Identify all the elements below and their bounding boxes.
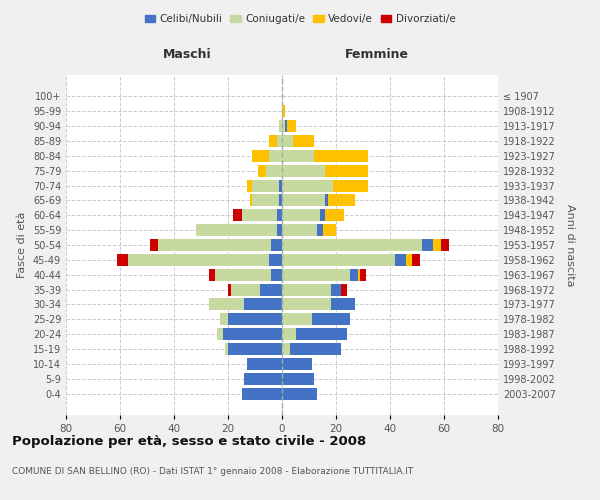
Bar: [217, 328, 223, 340]
Bar: [244, 373, 282, 384]
Bar: [233, 210, 241, 221]
Bar: [320, 210, 325, 221]
Bar: [341, 284, 347, 296]
Bar: [422, 239, 433, 251]
Text: Popolazione per età, sesso e stato civile - 2008: Popolazione per età, sesso e stato civil…: [12, 435, 366, 448]
Bar: [149, 239, 158, 251]
Bar: [349, 269, 358, 280]
Bar: [282, 284, 331, 296]
Bar: [323, 224, 336, 236]
Y-axis label: Fasce di età: Fasce di età: [17, 212, 27, 278]
Bar: [282, 254, 395, 266]
Bar: [282, 328, 296, 340]
Bar: [282, 135, 293, 147]
Bar: [158, 239, 271, 251]
Bar: [128, 254, 269, 266]
Bar: [331, 284, 341, 296]
Bar: [280, 194, 282, 206]
Bar: [328, 194, 355, 206]
Bar: [282, 314, 312, 325]
Bar: [282, 358, 312, 370]
Bar: [395, 254, 406, 266]
Bar: [228, 314, 282, 325]
Bar: [209, 269, 215, 280]
Bar: [331, 298, 355, 310]
Bar: [290, 343, 341, 355]
Bar: [253, 180, 280, 192]
Bar: [209, 298, 244, 310]
Bar: [360, 269, 366, 280]
Bar: [442, 239, 449, 251]
Bar: [258, 165, 266, 176]
Bar: [282, 150, 314, 162]
Bar: [358, 269, 360, 280]
Bar: [433, 239, 442, 251]
Bar: [296, 328, 347, 340]
Bar: [269, 254, 282, 266]
Bar: [247, 358, 282, 370]
Bar: [282, 224, 317, 236]
Bar: [117, 254, 128, 266]
Bar: [282, 165, 325, 176]
Bar: [247, 180, 252, 192]
Bar: [223, 328, 282, 340]
Bar: [325, 165, 368, 176]
Bar: [269, 150, 282, 162]
Bar: [280, 120, 282, 132]
Bar: [228, 284, 230, 296]
Bar: [325, 194, 328, 206]
Bar: [287, 120, 296, 132]
Bar: [215, 269, 271, 280]
Bar: [282, 388, 317, 400]
Bar: [277, 210, 282, 221]
Bar: [241, 388, 282, 400]
Bar: [271, 239, 282, 251]
Bar: [293, 135, 314, 147]
Bar: [282, 120, 285, 132]
Bar: [282, 239, 422, 251]
Bar: [282, 373, 314, 384]
Bar: [282, 194, 325, 206]
Legend: Celibi/Nubili, Coniugati/e, Vedovi/e, Divorziati/e: Celibi/Nubili, Coniugati/e, Vedovi/e, Di…: [140, 10, 460, 29]
Bar: [228, 343, 282, 355]
Bar: [406, 254, 412, 266]
Bar: [282, 343, 290, 355]
Bar: [260, 284, 282, 296]
Bar: [271, 269, 282, 280]
Bar: [250, 194, 252, 206]
Bar: [269, 135, 277, 147]
Bar: [196, 224, 277, 236]
Bar: [277, 224, 282, 236]
Bar: [226, 343, 228, 355]
Y-axis label: Anni di nascita: Anni di nascita: [565, 204, 575, 286]
Bar: [282, 180, 334, 192]
Bar: [285, 120, 287, 132]
Bar: [253, 150, 269, 162]
Text: COMUNE DI SAN BELLINO (RO) - Dati ISTAT 1° gennaio 2008 - Elaborazione TUTTITALI: COMUNE DI SAN BELLINO (RO) - Dati ISTAT …: [12, 468, 413, 476]
Bar: [312, 314, 349, 325]
Bar: [325, 210, 344, 221]
Bar: [317, 224, 323, 236]
Bar: [314, 150, 368, 162]
Bar: [241, 210, 277, 221]
Bar: [334, 180, 368, 192]
Bar: [282, 269, 349, 280]
Bar: [282, 106, 285, 117]
Bar: [266, 165, 282, 176]
Bar: [230, 284, 260, 296]
Bar: [282, 298, 331, 310]
Bar: [277, 135, 282, 147]
Bar: [253, 194, 280, 206]
Bar: [412, 254, 420, 266]
Bar: [280, 180, 282, 192]
Bar: [244, 298, 282, 310]
Text: Femmine: Femmine: [345, 48, 409, 62]
Bar: [220, 314, 228, 325]
Bar: [282, 210, 320, 221]
Text: Maschi: Maschi: [163, 48, 211, 62]
